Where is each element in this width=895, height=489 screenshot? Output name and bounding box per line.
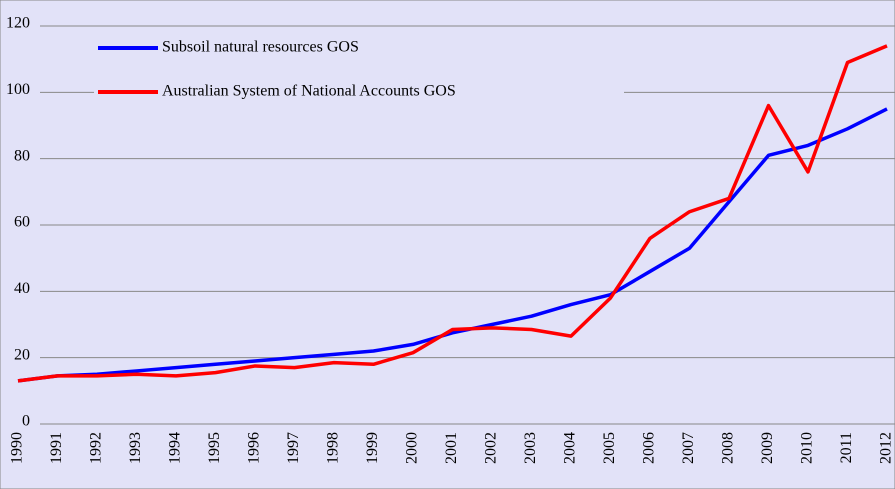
- y-tick-label: 60: [14, 214, 30, 231]
- x-tick-label: 2004: [562, 432, 579, 464]
- x-tick-label: 2008: [720, 432, 737, 464]
- x-tick-label: 2012: [878, 432, 895, 464]
- x-tick-label: 1998: [325, 432, 342, 464]
- x-tick-label: 1995: [206, 432, 223, 464]
- x-tick-label: 1993: [127, 432, 144, 464]
- x-tick-label: 2009: [759, 432, 776, 464]
- y-tick-label: 40: [14, 280, 30, 297]
- series-line: [17, 107, 888, 383]
- x-tick-label: 2003: [522, 432, 539, 464]
- y-tick-label: 0: [22, 413, 30, 430]
- x-tick-label: 1997: [285, 432, 302, 464]
- x-tick-label: 1996: [246, 432, 263, 464]
- x-tick-label: 2000: [404, 432, 421, 464]
- x-tick-label: 2001: [443, 432, 460, 464]
- x-tick-label: 2005: [601, 432, 618, 464]
- x-tick-label: 1999: [364, 432, 381, 464]
- y-tick-label: 80: [14, 147, 30, 164]
- x-tick-label: 1994: [167, 432, 184, 464]
- legend-label: Australian System of National Accounts G…: [162, 83, 456, 100]
- y-tick-label: 100: [6, 81, 30, 98]
- y-tick-label: 120: [6, 15, 30, 32]
- legend-label: Subsoil natural resources GOS: [162, 39, 359, 56]
- x-tick-label: 2006: [641, 432, 658, 464]
- x-tick-label: 1991: [48, 432, 65, 464]
- legend-background: [94, 28, 624, 110]
- x-tick-label: 2010: [799, 432, 816, 464]
- y-tick-label: 20: [14, 346, 30, 363]
- x-tick-label: 1992: [88, 432, 105, 464]
- x-tick-label: 2011: [838, 432, 855, 463]
- x-tick-label: 2002: [483, 432, 500, 464]
- x-tick-label: 1990: [9, 432, 26, 464]
- series-line: [17, 44, 888, 383]
- x-tick-label: 2007: [680, 432, 697, 464]
